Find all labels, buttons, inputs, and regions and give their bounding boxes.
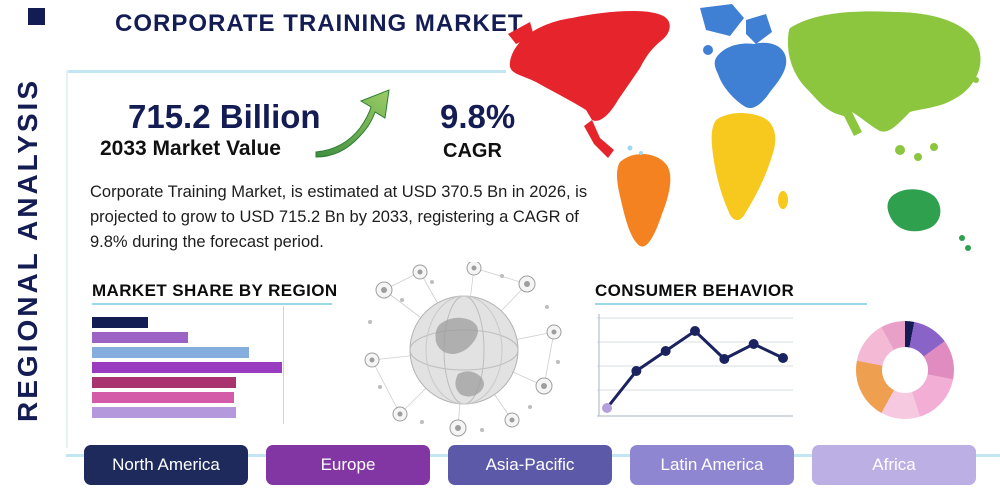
south-america-shape bbox=[617, 153, 671, 247]
bar-segment bbox=[92, 407, 236, 418]
bar-chart bbox=[92, 317, 292, 425]
line-chart-svg bbox=[597, 314, 793, 417]
card-left-border bbox=[66, 70, 68, 448]
bar-segment bbox=[92, 347, 249, 358]
greenland-shape bbox=[700, 4, 744, 36]
consumer-behavior-underline bbox=[595, 303, 867, 305]
cagr-stat: 9.8% bbox=[440, 98, 516, 135]
market-value-label: 2033 Market Value bbox=[100, 137, 281, 160]
se-asia-island bbox=[930, 143, 938, 151]
consumer-behavior-heading: CONSUMER BEHAVIOR bbox=[595, 281, 795, 300]
line-marker bbox=[660, 346, 671, 356]
donut-chart bbox=[856, 321, 954, 419]
japan-island bbox=[966, 62, 974, 70]
region-button-asia-pacific[interactable]: Asia-Pacific bbox=[448, 445, 612, 485]
growth-arrow-icon bbox=[312, 86, 392, 162]
cagr-label: CAGR bbox=[443, 140, 502, 162]
central-america-shape bbox=[584, 120, 614, 158]
line-marker bbox=[748, 339, 759, 349]
scandinavia-shape bbox=[746, 14, 772, 44]
line-marker bbox=[778, 353, 788, 363]
australia-shape bbox=[887, 189, 941, 232]
asia-shape bbox=[788, 11, 981, 136]
bar-segment bbox=[92, 317, 148, 328]
corner-square bbox=[28, 8, 45, 25]
line-marker bbox=[631, 366, 642, 376]
market-value-stat: 715.2 Billion bbox=[128, 98, 321, 135]
region-button-north-america[interactable]: North America bbox=[84, 445, 248, 485]
line-marker bbox=[602, 403, 612, 413]
uk-island bbox=[703, 45, 713, 55]
bar-segment bbox=[92, 332, 188, 343]
vertical-banner-title: REGIONAL ANALYSIS bbox=[12, 78, 43, 423]
bar-segment bbox=[92, 362, 282, 373]
bar-segment bbox=[92, 392, 234, 403]
europe-shape bbox=[714, 42, 787, 109]
region-button-europe[interactable]: Europe bbox=[266, 445, 430, 485]
market-description: Corporate Training Market, is estimated … bbox=[90, 183, 588, 251]
card-top-border bbox=[66, 70, 506, 73]
new-zealand-island bbox=[959, 235, 965, 241]
globe-network-illustration bbox=[362, 260, 567, 437]
alaska-shape bbox=[508, 22, 534, 44]
market-share-underline bbox=[92, 303, 332, 305]
page-title: CORPORATE TRAINING MARKET bbox=[115, 10, 524, 37]
madagascar-shape bbox=[778, 191, 788, 209]
north-america-shape bbox=[509, 11, 670, 121]
market-share-heading: MARKET SHARE BY REGION bbox=[92, 281, 338, 300]
se-asia-island bbox=[895, 145, 905, 155]
new-zealand-island bbox=[965, 245, 971, 251]
line-marker bbox=[690, 326, 700, 336]
network-nodes bbox=[364, 260, 562, 437]
line-marker bbox=[719, 354, 730, 364]
japan-island bbox=[973, 77, 979, 83]
se-asia-island bbox=[914, 153, 922, 161]
region-button-africa[interactable]: Africa bbox=[812, 445, 976, 485]
caribbean-island bbox=[627, 145, 633, 151]
caribbean-island bbox=[639, 151, 643, 155]
world-map-illustration bbox=[500, 0, 1000, 268]
africa-shape bbox=[711, 113, 776, 221]
region-button-latin-america[interactable]: Latin America bbox=[630, 445, 794, 485]
bar-segment bbox=[92, 377, 236, 388]
bar-chart-gridline bbox=[283, 306, 284, 424]
